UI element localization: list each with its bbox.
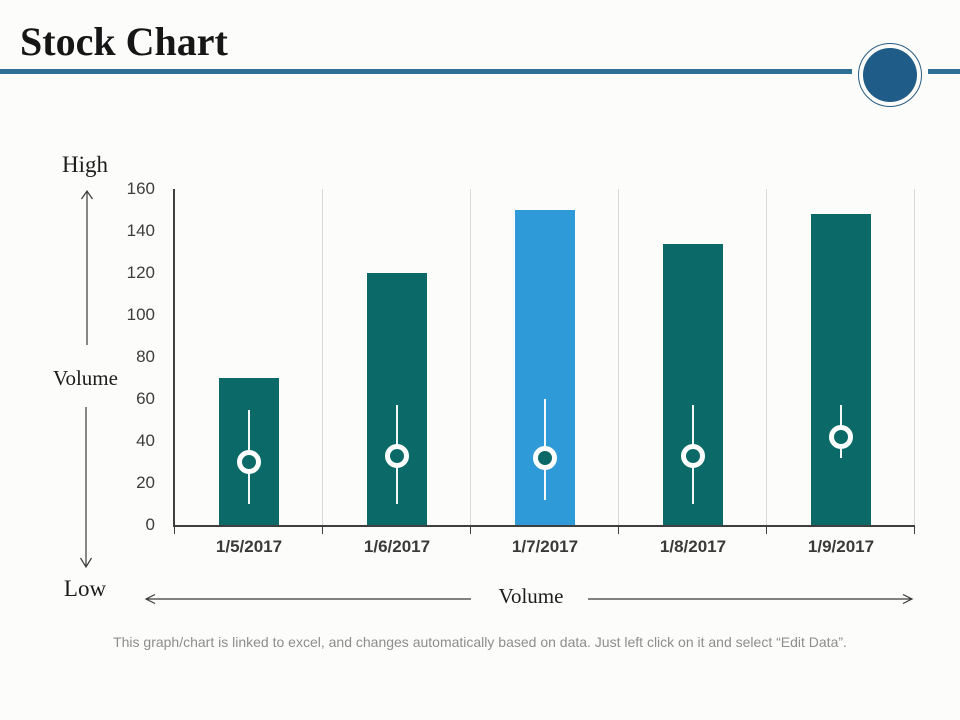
axis-tick	[618, 527, 619, 534]
accent-circle-dot	[863, 48, 917, 102]
volume-bar[interactable]	[811, 214, 871, 525]
category-gridline	[322, 189, 323, 525]
close-marker[interactable]	[681, 443, 705, 468]
title-divider-line-left	[0, 69, 852, 74]
page-title: Stock Chart	[20, 19, 228, 64]
axis-tick	[766, 527, 767, 534]
category-gridline	[914, 189, 915, 525]
volume-left-label: Volume	[53, 366, 118, 390]
stock-chart[interactable]: 0 20 40 60 80 100 120 140 160 1/5/2017 1/6/2017 1/7…	[127, 179, 915, 556]
y-axis-tick-label: 140	[126, 221, 155, 240]
axis-tick	[174, 527, 175, 534]
y-axis-tick-label: 80	[136, 347, 155, 366]
x-axis-label: 1/5/2017	[215, 537, 283, 556]
axis-tick	[914, 527, 915, 534]
x-axis-label: 1/7/2017	[511, 537, 579, 556]
category-gridline	[618, 189, 619, 525]
high-label: High	[62, 152, 108, 177]
arrow-up-icon	[81, 189, 93, 345]
y-axis-tick-label: 120	[126, 263, 155, 282]
footer-note: This graph/chart is linked to excel, and…	[113, 634, 847, 650]
x-axis-label: 1/8/2017	[659, 537, 727, 556]
axis-tick	[322, 527, 323, 534]
y-axis-tick-label: 60	[136, 389, 155, 408]
y-axis-tick-label: 40	[136, 431, 155, 450]
title-divider-line-right	[928, 69, 960, 74]
arrow-right-icon	[588, 593, 914, 605]
close-marker[interactable]	[533, 445, 557, 470]
y-axis-tick-label: 0	[145, 515, 155, 534]
category-gridline	[470, 189, 471, 525]
axis-tick	[470, 527, 471, 534]
volume-bottom-label: Volume	[498, 584, 564, 608]
arrow-left-icon	[144, 593, 471, 605]
category-gridline	[766, 189, 767, 525]
x-axis-label: 1/9/2017	[807, 537, 875, 556]
y-axis-tick-label: 20	[136, 473, 155, 492]
y-axis-tick-label: 160	[126, 179, 155, 198]
close-marker[interactable]	[237, 450, 261, 474]
low-label: Low	[63, 576, 107, 601]
close-marker[interactable]	[385, 443, 409, 468]
close-marker[interactable]	[829, 424, 853, 449]
arrow-down-icon	[79, 407, 93, 569]
x-axis-label: 1/6/2017	[363, 537, 431, 556]
accent-circle	[858, 43, 922, 107]
y-axis-tick-label: 100	[126, 305, 155, 324]
